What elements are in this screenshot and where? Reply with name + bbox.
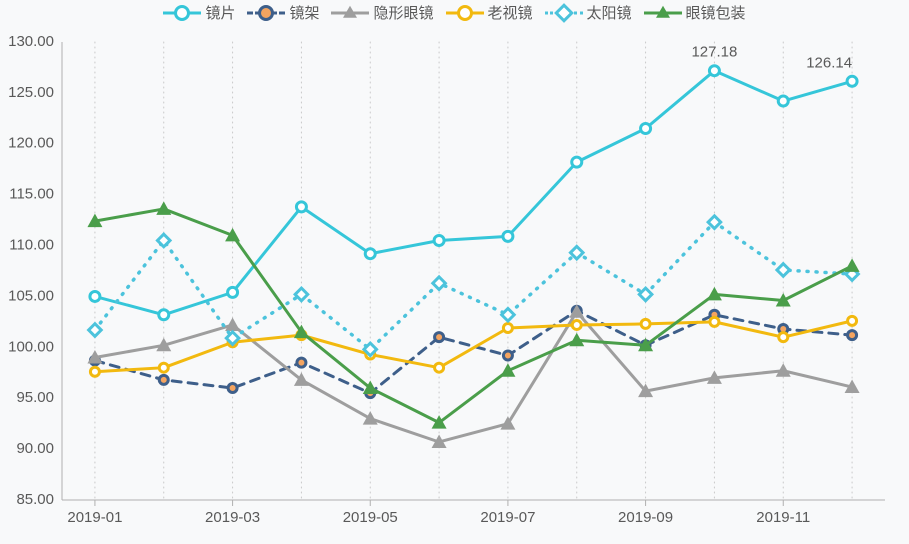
data-label: 127.18 — [691, 44, 737, 61]
y-tick-label: 100.00 — [8, 338, 54, 355]
series-lenses: 127.18 126.14 — [90, 44, 857, 320]
legend-item-packaging: 眼镜包装 — [644, 2, 746, 23]
legend-label: 隐形眼镜 — [373, 2, 433, 23]
y-tick-label: 110.00 — [9, 237, 54, 254]
x-tick-label: 2019-11 — [756, 509, 810, 526]
y-tick-label: 115.00 — [9, 186, 54, 203]
series-reading — [90, 316, 856, 376]
series-packaging — [87, 201, 859, 428]
series-contacts — [87, 304, 859, 448]
y-tick-label: 120.00 — [8, 135, 54, 152]
legend-item-contacts: 隐形眼镜 — [331, 2, 433, 23]
legend-item-reading: 老视镜 — [446, 2, 533, 23]
x-tick-label: 2019-05 — [343, 509, 398, 526]
legend-label: 镜片 — [205, 2, 235, 23]
y-tick-label: 95.00 — [16, 389, 54, 406]
chart-svg: 85.00 90.00 95.00 100.00 105.00 110.00 115.00 1… — [0, 0, 909, 544]
legend-label: 太阳镜 — [587, 2, 632, 23]
chart-legend: 镜片 镜架 隐形眼镜 老视镜 太阳镜 眼镜包装 — [0, 2, 909, 25]
legend-label: 眼镜包装 — [686, 2, 746, 23]
x-tick-label: 2019-07 — [480, 509, 535, 526]
legend-item-lenses: 镜片 — [163, 2, 235, 23]
x-tick-label: 2019-01 — [67, 509, 122, 526]
legend-label: 镜架 — [289, 2, 319, 23]
legend-label: 老视镜 — [488, 2, 533, 23]
y-tick-label: 125.00 — [8, 84, 54, 101]
x-tick-label: 2019-09 — [618, 509, 673, 526]
line-chart: 镜片 镜架 隐形眼镜 老视镜 太阳镜 眼镜包装 85.00 90.00 95.00 100.00… — [0, 0, 909, 544]
x-tick-label: 2019-03 — [205, 509, 260, 526]
y-tick-label: 130.00 — [8, 33, 54, 50]
data-label: 126.14 — [806, 54, 852, 71]
legend-item-frames: 镜架 — [247, 2, 319, 23]
y-tick-label: 105.00 — [8, 287, 54, 304]
legend-item-sunglasses: 太阳镜 — [545, 2, 632, 23]
y-tick-label: 85.00 — [16, 491, 54, 508]
y-tick-label: 90.00 — [16, 440, 54, 457]
